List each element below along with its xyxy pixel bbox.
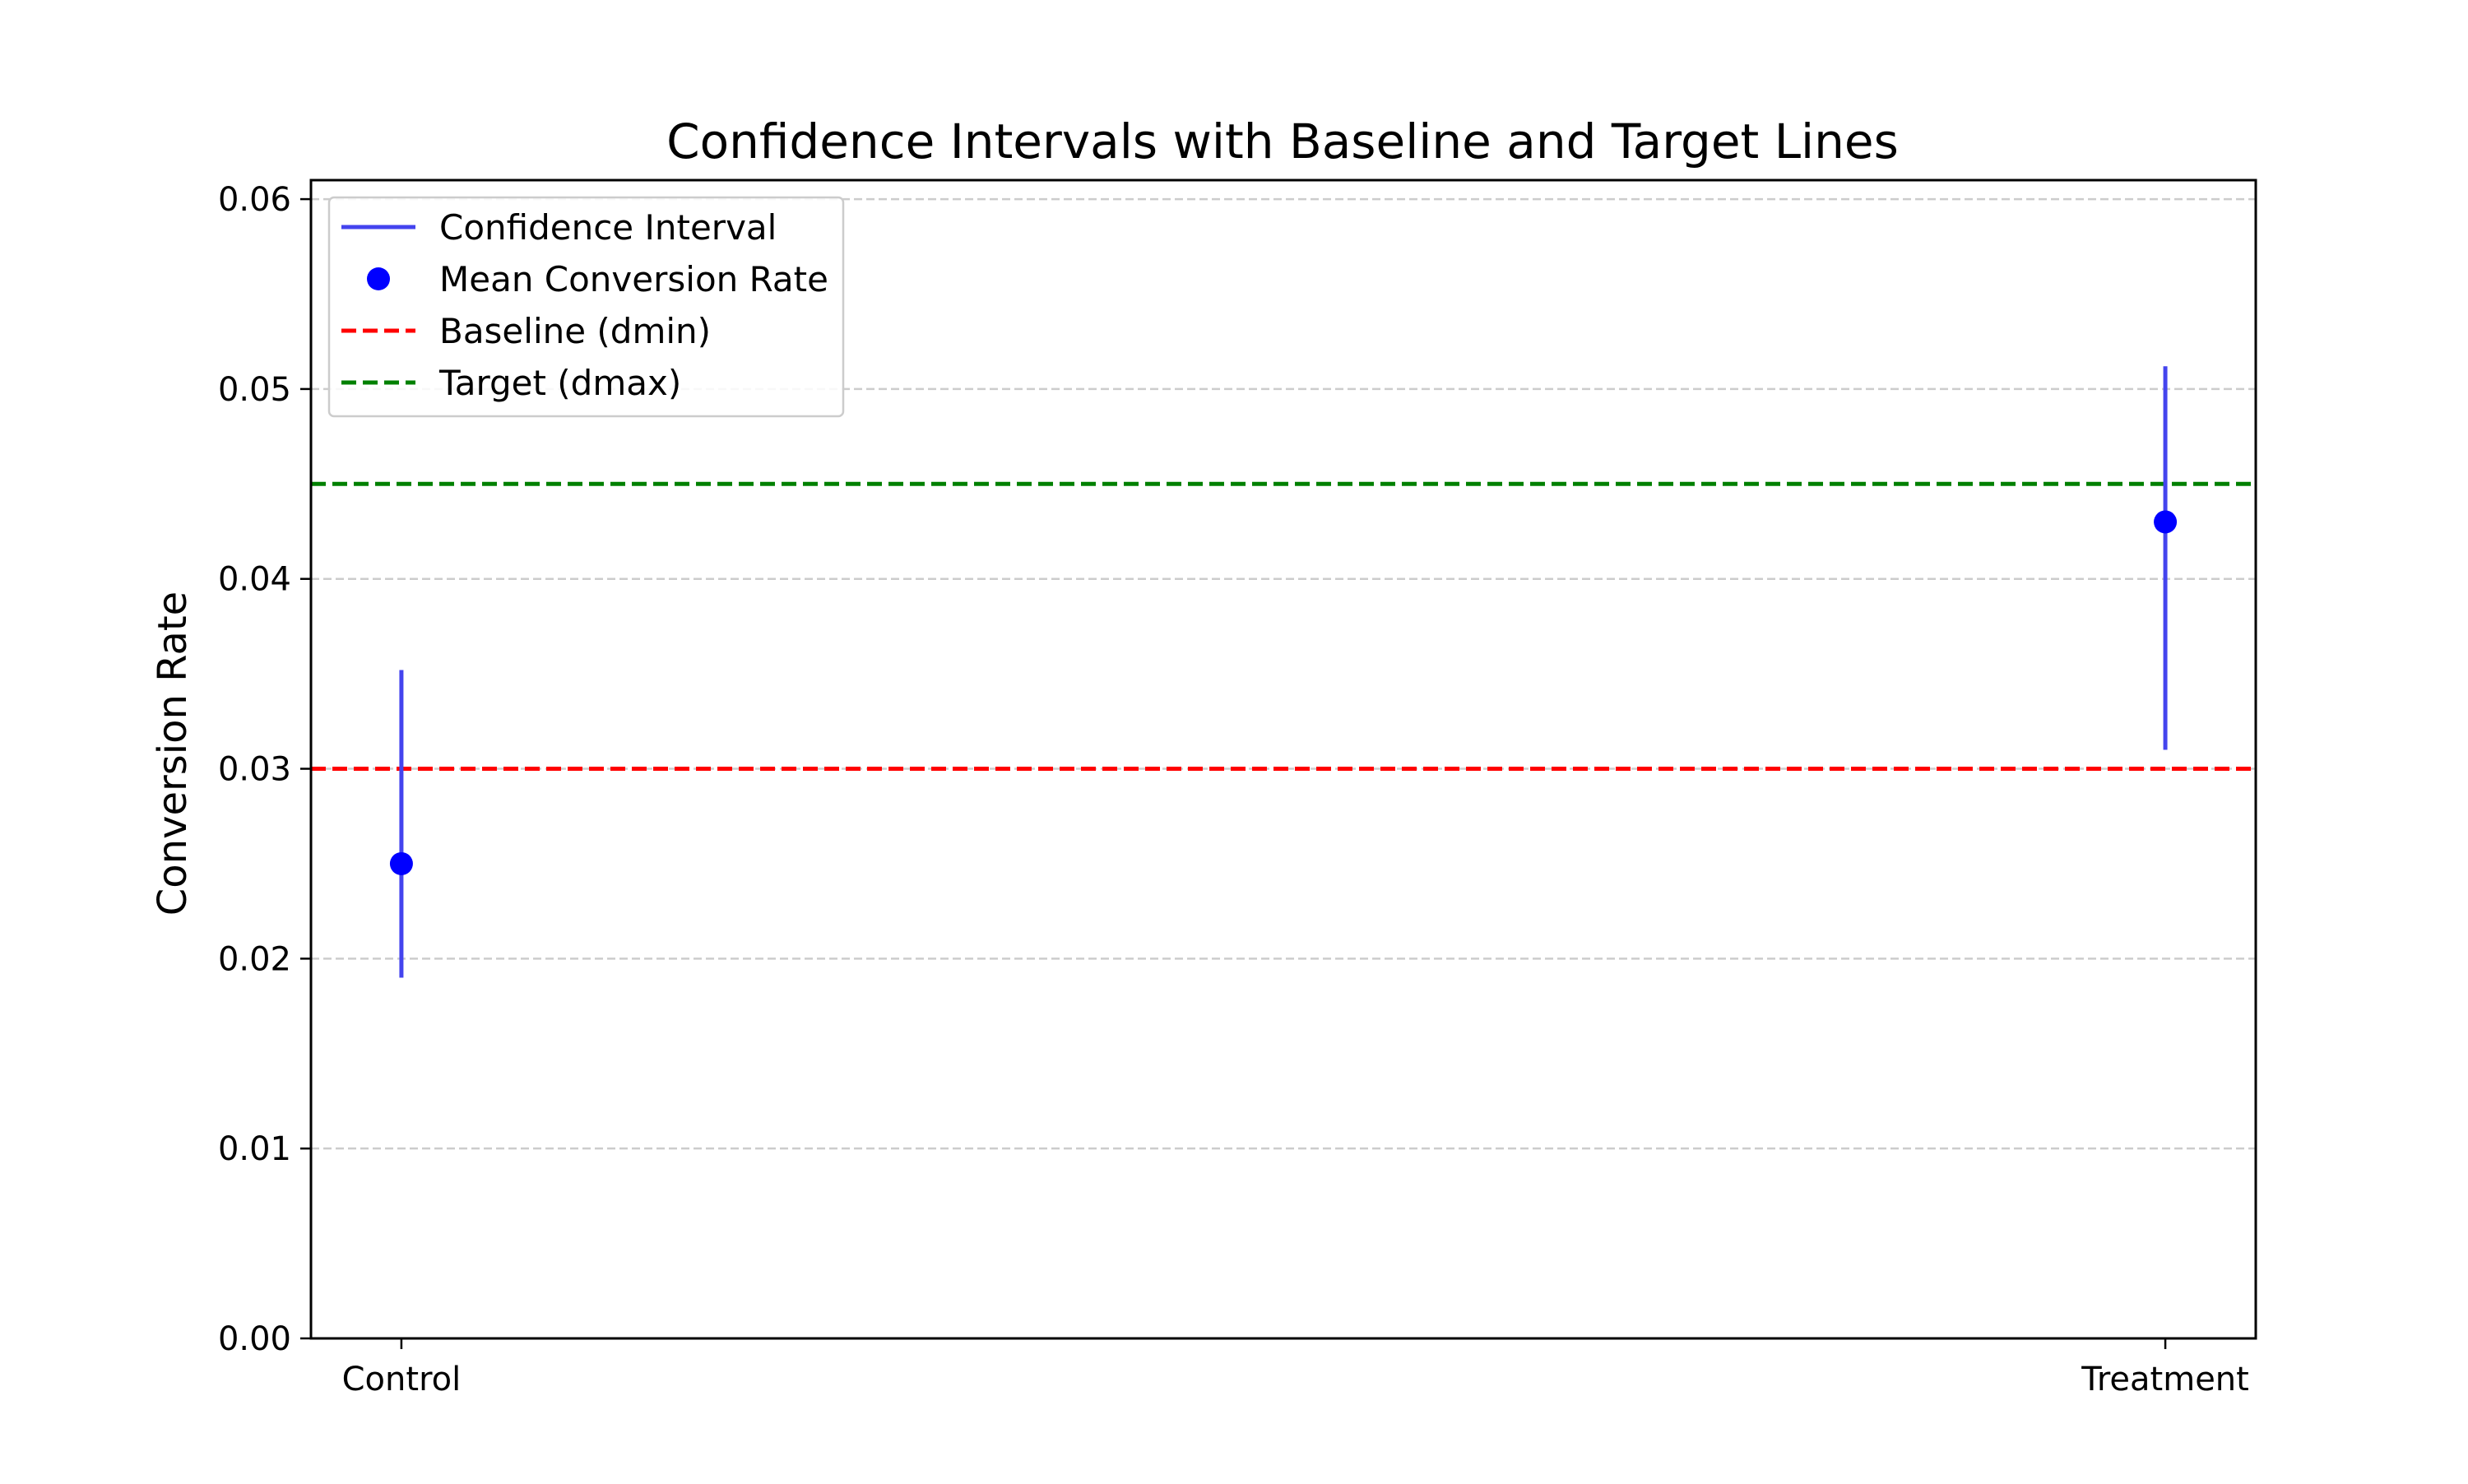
y-tick-label: 0.00 [218, 1320, 291, 1358]
y-tick-label: 0.04 [218, 561, 291, 599]
y-tick-label: 0.02 [218, 940, 291, 978]
chart-title: Confidence Intervals with Baseline and T… [666, 114, 1899, 169]
data-layer [389, 366, 2178, 978]
legend: Confidence Interval Mean Conversion Rate B… [327, 196, 845, 418]
legend-entry-label: Target (dmax) [438, 363, 681, 403]
plot-frame [309, 179, 2257, 1340]
legend-handle-dot [367, 267, 390, 290]
y-axis: 0.00 0.01 0.02 0.03 0.04 0.05 0.06 [218, 181, 311, 1358]
legend-entry-label: Baseline (dmin) [439, 311, 711, 351]
y-axis-title: Conversion Rate [150, 591, 196, 916]
legend-entry-label: Mean Conversion Rate [439, 259, 828, 299]
x-tick-label: Control [342, 1361, 462, 1398]
x-axis: Control Treatment [342, 1338, 2249, 1398]
reference-lines-layer [311, 481, 2256, 772]
legend-box [327, 196, 845, 418]
y-tick-label: 0.01 [218, 1130, 291, 1168]
y-tick-label: 0.06 [218, 181, 291, 219]
mean-point-control [389, 851, 413, 875]
mean-point-treatment [2154, 510, 2178, 534]
y-tick-label: 0.05 [218, 371, 291, 409]
x-tick-label: Treatment [2081, 1361, 2249, 1398]
legend-entry-label: Confidence Interval [439, 207, 777, 248]
y-tick-label: 0.03 [218, 751, 291, 789]
